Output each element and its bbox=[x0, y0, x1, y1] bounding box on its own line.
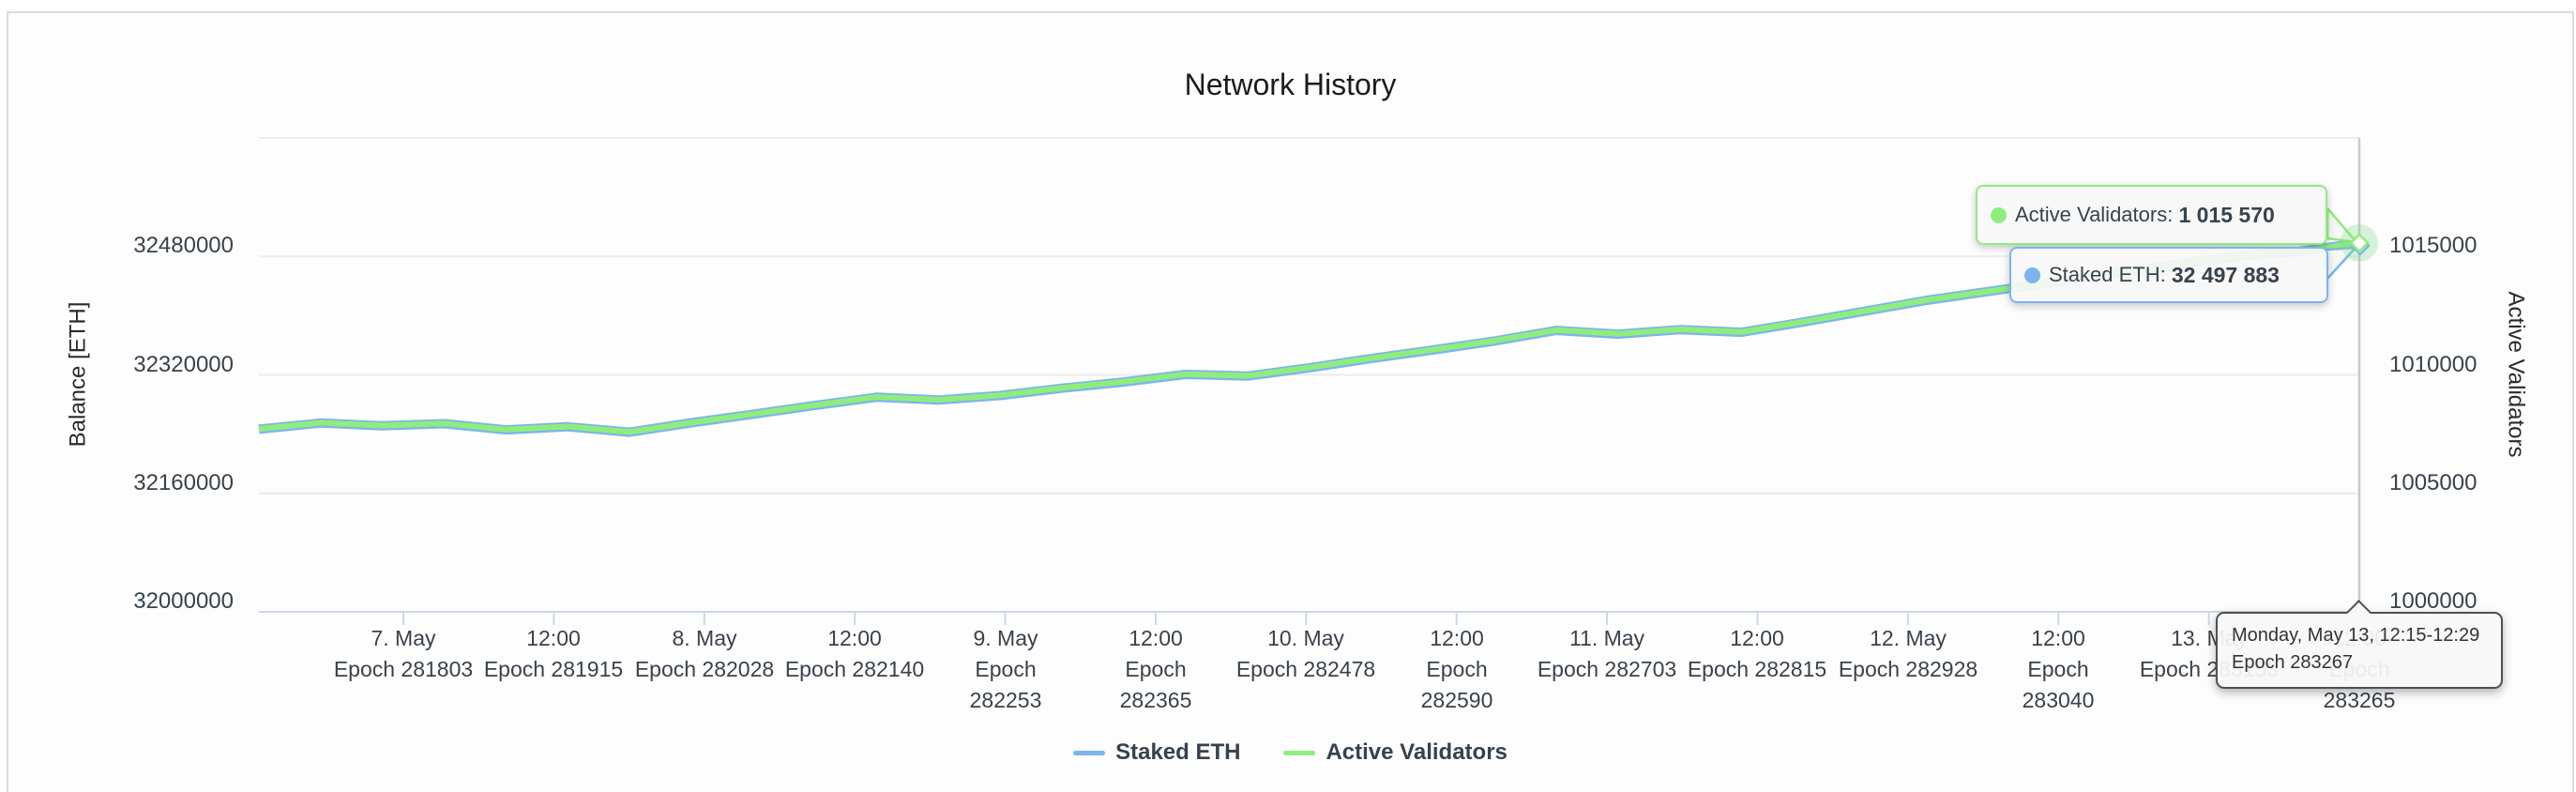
x-tick-label-line: 282365 bbox=[1119, 688, 1192, 712]
y-left-tick-label: 32320000 bbox=[133, 352, 234, 377]
y-right-tick-label: 1015000 bbox=[2389, 233, 2478, 258]
green-callout-arrow-icon bbox=[2326, 206, 2358, 244]
x-tick-label-line: 8. May bbox=[672, 626, 737, 650]
x-tick-label-line: Epoch bbox=[975, 657, 1037, 681]
x-tick-label-line: 11. May bbox=[1568, 626, 1645, 650]
x-tick-label-line: Epoch 282928 bbox=[1838, 657, 1978, 681]
blue-dot-icon bbox=[2024, 267, 2040, 283]
tooltip-x-line1: Monday, May 13, 12:15-12:29 bbox=[2232, 625, 2480, 646]
x-tick-label: 12:00 Epoch 281915 bbox=[464, 623, 643, 685]
tooltip-validators-value: 1 015 570 bbox=[2178, 202, 2275, 227]
chart-title: Network History bbox=[1184, 68, 1397, 101]
x-tick-label-line: 282590 bbox=[1420, 688, 1493, 712]
green-dot-icon bbox=[1991, 206, 2007, 223]
x-tick-label-line: 12:00 bbox=[1430, 626, 1484, 650]
x-tick-label-line: 283265 bbox=[2323, 688, 2396, 712]
y-right-tick-label: 1010000 bbox=[2389, 352, 2478, 377]
tooltip-staked-eth: Staked ETH: 32 497 883 bbox=[2009, 247, 2328, 303]
x-tick-label: 9. May Epoch 282253 bbox=[917, 623, 1095, 716]
x-tick-label: 12:00 Epoch 282590 bbox=[1368, 623, 1546, 716]
legend-dash-icon bbox=[1283, 750, 1316, 755]
y-left-tick-label: 32480000 bbox=[133, 233, 234, 258]
x-tick-label-line: 10. May bbox=[1267, 626, 1344, 650]
x-tick-label-line: Epoch 282140 bbox=[784, 657, 925, 681]
legend-item-active-validators[interactable]: Active Validators bbox=[1283, 739, 1508, 766]
legend-dash-icon bbox=[1073, 750, 1106, 755]
chart-card: Network History 32480000 32320000 32160000… bbox=[7, 11, 2574, 792]
tooltip-validators-label: Active Validators: bbox=[2015, 203, 2174, 226]
y-right-tick-label: 1000000 bbox=[2389, 588, 2478, 614]
x-tick-label-line: 12:00 bbox=[526, 626, 581, 650]
x-tick-label-line: 12. May bbox=[1870, 626, 1947, 650]
x-tick-label-line: 12:00 bbox=[2031, 626, 2085, 650]
x-tick-label: 12:00 Epoch 282140 bbox=[765, 623, 944, 685]
x-tick-label-line: 282253 bbox=[969, 688, 1042, 712]
x-tick-label-line: 12:00 bbox=[827, 626, 882, 650]
tooltip-staked-label: Staked ETH: bbox=[2049, 263, 2166, 286]
y-left-tick-label: 32160000 bbox=[133, 470, 234, 495]
tooltip-x-axis: Monday, May 13, 12:15-12:29 Epoch 283267 bbox=[2216, 600, 2503, 689]
x-tick-label: 11. May Epoch 282703 bbox=[1518, 623, 1696, 685]
legend-label: Staked ETH bbox=[1115, 739, 1241, 765]
marker-diamond-validators bbox=[2349, 233, 2370, 253]
series-line-active-validators[interactable] bbox=[258, 239, 2360, 435]
x-tick-label: 7. May Epoch 281803 bbox=[314, 623, 492, 685]
tooltip-x-line2: Epoch 283267 bbox=[2232, 652, 2354, 673]
x-tick-label: 12:00 Epoch 283040 bbox=[1969, 623, 2147, 716]
x-tick-label: 12. May Epoch 282928 bbox=[1819, 623, 1997, 685]
x-tick-label: 10. May Epoch 282478 bbox=[1217, 623, 1395, 685]
x-tick-label-line: Epoch bbox=[1426, 657, 1488, 681]
x-tick-label-line: Epoch 281915 bbox=[483, 657, 624, 681]
x-tick-label-line: Epoch bbox=[1125, 657, 1187, 681]
y-left-tick-label: 32000000 bbox=[133, 588, 234, 614]
x-tick-label-line: 9. May bbox=[973, 626, 1038, 650]
x-tick-label-line: Epoch bbox=[2027, 657, 2089, 681]
tooltip-staked-value: 32 497 883 bbox=[2171, 262, 2280, 287]
x-tick-label: 12:00 Epoch 282365 bbox=[1067, 623, 1245, 716]
x-tick-label-line: 12:00 bbox=[1730, 626, 1784, 650]
x-tick-label-line: Epoch 282815 bbox=[1687, 657, 1827, 681]
legend: Staked ETH Active Validators bbox=[8, 732, 2572, 773]
x-tick-label-line: 7. May bbox=[371, 626, 436, 650]
tooltip-active-validators: Active Validators: 1 015 570 bbox=[1976, 185, 2327, 245]
x-tick-label-line: Epoch 282703 bbox=[1537, 657, 1677, 681]
legend-label: Active Validators bbox=[1326, 739, 1508, 765]
x-tick-label-line: 283040 bbox=[2022, 688, 2095, 712]
x-tick-label-line: Epoch 281803 bbox=[333, 657, 474, 681]
x-tick-label: 8. May Epoch 282028 bbox=[615, 623, 794, 685]
legend-item-staked-eth[interactable]: Staked ETH bbox=[1073, 739, 1240, 766]
x-tick-label-line: Epoch 282478 bbox=[1235, 657, 1376, 681]
plot-area[interactable] bbox=[8, 13, 2576, 792]
y-right-tick-label: 1005000 bbox=[2389, 470, 2478, 495]
x-tick-label: 12:00 Epoch 282815 bbox=[1668, 623, 1846, 685]
x-tick-label-line: 12:00 bbox=[1129, 626, 1183, 650]
x-tick-label-line: Epoch 282028 bbox=[634, 657, 775, 681]
